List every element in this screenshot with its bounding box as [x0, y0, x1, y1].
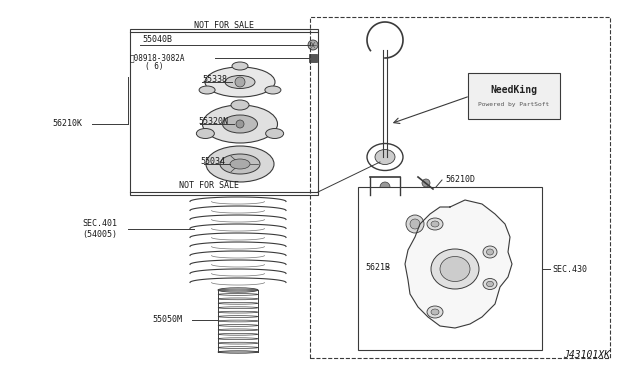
Ellipse shape — [427, 306, 443, 318]
Ellipse shape — [232, 62, 248, 70]
Circle shape — [236, 120, 244, 128]
Ellipse shape — [231, 100, 249, 110]
Text: ⓝ08918-3082A: ⓝ08918-3082A — [130, 54, 186, 62]
Circle shape — [422, 179, 430, 187]
Ellipse shape — [266, 128, 284, 138]
Circle shape — [308, 40, 318, 50]
Text: 56210K: 56210K — [52, 119, 82, 128]
Text: 55050M: 55050M — [152, 315, 182, 324]
Ellipse shape — [486, 249, 493, 255]
Circle shape — [235, 77, 245, 87]
Ellipse shape — [196, 128, 214, 138]
Ellipse shape — [265, 86, 281, 94]
Text: SEC.430: SEC.430 — [552, 264, 587, 273]
Ellipse shape — [230, 159, 250, 169]
Text: 55040B: 55040B — [142, 35, 172, 44]
Text: SEC.401: SEC.401 — [82, 219, 117, 228]
Bar — [130, 29, 318, 195]
Ellipse shape — [431, 309, 439, 315]
Text: J43101XK: J43101XK — [563, 350, 610, 360]
Circle shape — [406, 215, 424, 233]
Ellipse shape — [440, 257, 470, 282]
Ellipse shape — [218, 351, 258, 353]
Ellipse shape — [225, 76, 255, 89]
Bar — [309, 54, 317, 62]
Text: NOT FOR SALE: NOT FOR SALE — [179, 181, 239, 190]
Text: NeedKing: NeedKing — [490, 85, 538, 95]
Text: 55338: 55338 — [202, 76, 227, 84]
Bar — [358, 187, 542, 350]
Ellipse shape — [205, 67, 275, 97]
Ellipse shape — [427, 218, 443, 230]
Ellipse shape — [218, 288, 258, 292]
Ellipse shape — [483, 246, 497, 258]
Ellipse shape — [486, 281, 493, 287]
Text: Powered by PartSoft: Powered by PartSoft — [478, 102, 550, 107]
Ellipse shape — [483, 279, 497, 289]
Ellipse shape — [431, 221, 439, 227]
Ellipse shape — [206, 146, 274, 182]
Text: (54005): (54005) — [82, 231, 117, 240]
Text: 55320N: 55320N — [198, 118, 228, 126]
Circle shape — [410, 219, 420, 229]
Text: 55034: 55034 — [200, 157, 225, 167]
Ellipse shape — [223, 115, 257, 133]
Ellipse shape — [375, 150, 395, 164]
FancyBboxPatch shape — [468, 73, 560, 119]
Polygon shape — [405, 200, 512, 328]
Text: 5621B: 5621B — [365, 263, 390, 272]
Ellipse shape — [199, 86, 215, 94]
Text: 56210D: 56210D — [445, 176, 475, 185]
Circle shape — [380, 182, 390, 192]
Ellipse shape — [202, 105, 278, 143]
Text: ( 6): ( 6) — [145, 62, 163, 71]
Bar — [310, 17, 610, 358]
Text: NOT FOR SALE: NOT FOR SALE — [194, 21, 254, 30]
Ellipse shape — [220, 154, 260, 174]
Ellipse shape — [431, 249, 479, 289]
